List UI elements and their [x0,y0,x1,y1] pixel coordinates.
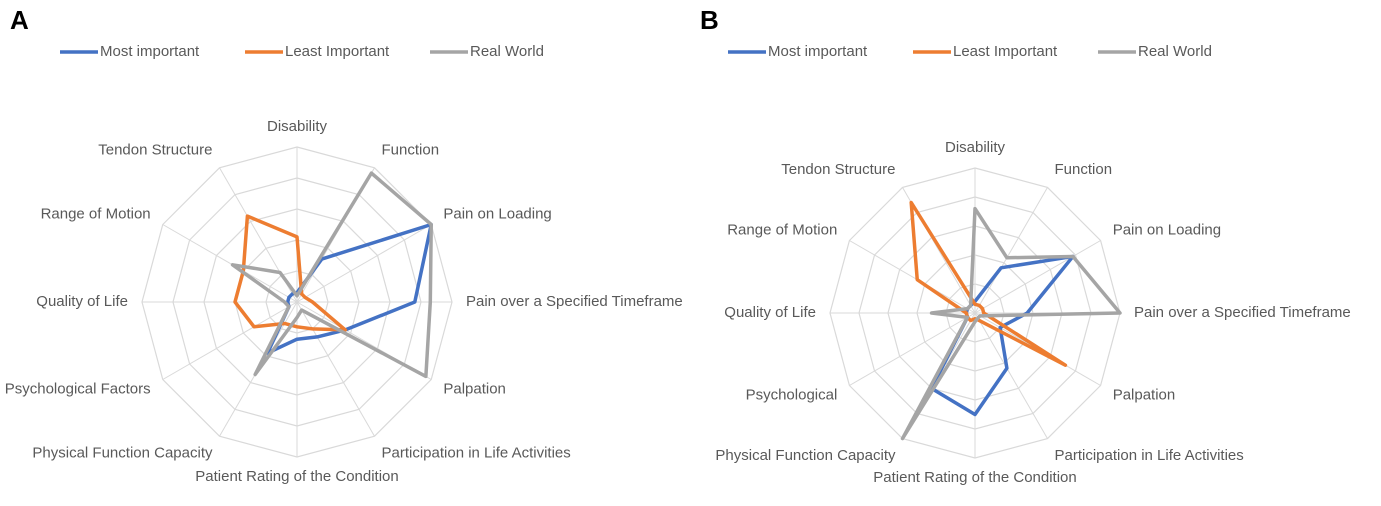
axis-label: Function [382,141,440,158]
spoke [974,312,1048,439]
legend-label: Most important [768,43,868,60]
legend-label: Real World [470,43,544,60]
series-line [230,171,433,379]
spoke [974,240,1101,314]
panel-label: A [10,5,29,35]
axis-label: Pain over a Specified Timeframe [466,293,683,310]
spoke [162,224,298,303]
legend-label: Least Important [285,43,390,60]
axis-label: Pain on Loading [443,205,551,222]
axis-label: Participation in Life Activities [382,445,571,462]
axis-label: Tendon Structure [98,141,212,158]
axis-label: Quality of Life [724,304,816,321]
axis-label: Psychological Factors [5,380,151,397]
axis-label: Physical Function Capacity [32,445,213,462]
spoke [162,301,298,380]
spoke [849,240,976,314]
axis-label: Disability [945,139,1006,156]
axis-label: Patient Rating of the Condition [873,469,1076,486]
legend-label: Most important [100,43,200,60]
axis-label: Function [1055,161,1113,178]
legend-label: Least Important [953,43,1058,60]
spoke [849,312,976,386]
axis-label: Pain over a Specified Timeframe [1134,304,1351,321]
axis-label: Palpation [443,380,506,397]
axis-label: Palpation [1113,386,1176,403]
axis-label: Range of Motion [41,205,151,222]
panel-label: B [700,5,719,35]
spoke [296,224,432,303]
axis-label: Patient Rating of the Condition [195,468,398,485]
axis-label: Disability [267,118,328,135]
axis-label: Pain on Loading [1113,221,1221,238]
axis-label: Participation in Life Activities [1055,447,1244,464]
axis-label: Tendon Structure [781,161,895,178]
spoke [974,187,1048,314]
axis-label: Range of Motion [727,221,837,238]
series-line [929,254,1075,417]
spoke [296,301,375,437]
series-line [900,206,1122,441]
axis-label: Psychological [746,386,838,403]
axis-label: Physical Function Capacity [715,447,896,464]
axis-label: Quality of Life [36,293,128,310]
legend-label: Real World [1138,43,1212,60]
series-line [909,200,1068,367]
